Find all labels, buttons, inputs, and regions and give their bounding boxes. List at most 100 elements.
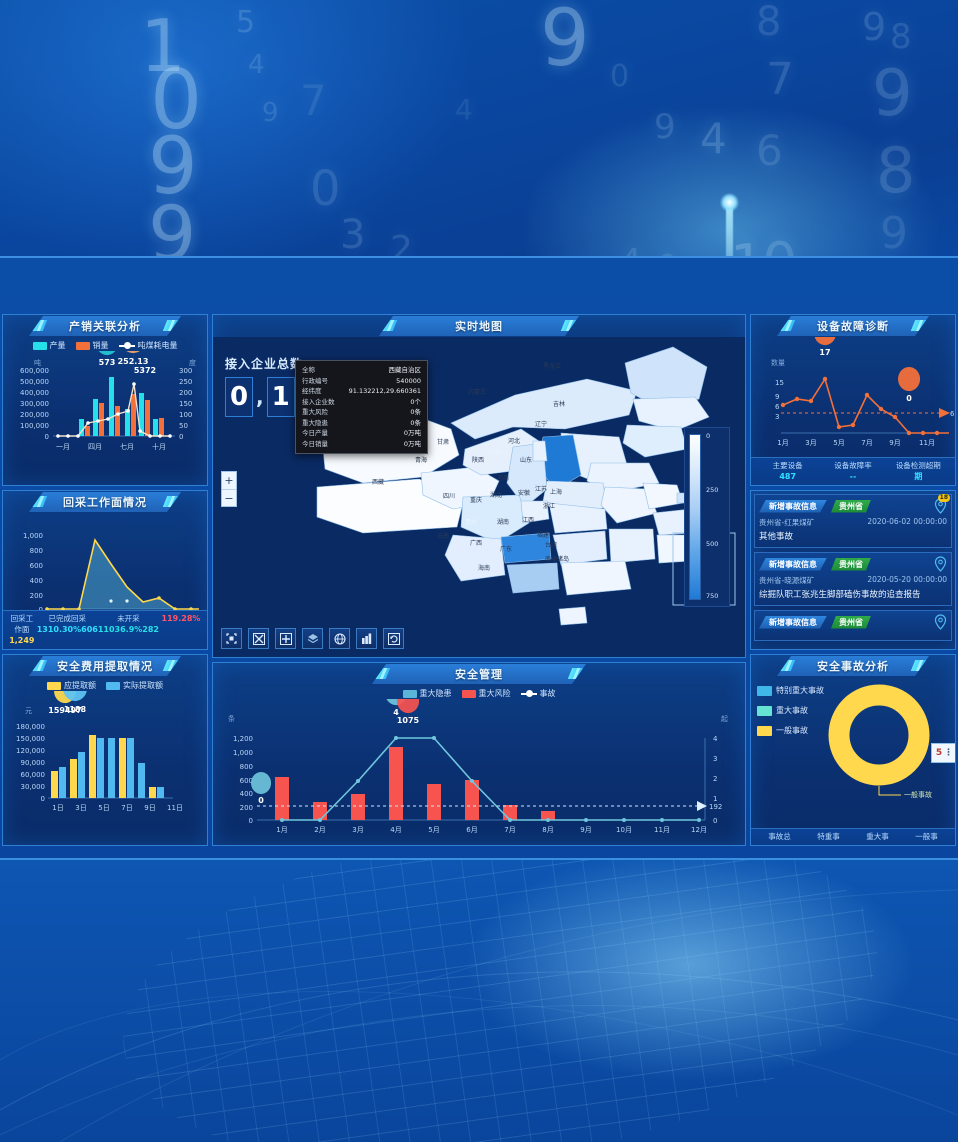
fullscreen-collapse-icon[interactable] [275, 628, 296, 649]
side-action-button[interactable]: 5 ⋮ [931, 743, 955, 763]
svg-text:400: 400 [30, 577, 43, 585]
panel-title: 安全管理 [455, 668, 503, 681]
map-toolbar[interactable] [221, 628, 404, 649]
stat-general-accidents: 一般事 [915, 832, 938, 841]
stat-major-accidents: 重大事 [866, 832, 889, 841]
map-colorbar: 0 250 500 750 [684, 427, 730, 607]
card-tag: 新增事故信息 [759, 558, 827, 571]
svg-text:一月: 一月 [56, 443, 70, 451]
colorbar-tick: 500 [706, 540, 719, 548]
donut-callout: 一般事故 [904, 790, 932, 799]
stat-completed: 已完成回采 1310.30%606 [36, 614, 98, 634]
panel-production-sales: 产销关联分析 产量 销量 吨煤耗电量 [2, 314, 208, 486]
legend-item-risk: 重大风险 [461, 688, 511, 699]
legend-item-hazard: 重大隐患 [402, 688, 452, 699]
svg-text:4: 4 [713, 735, 718, 743]
svg-text:12月: 12月 [691, 826, 707, 834]
svg-text:1月: 1月 [777, 439, 788, 447]
svg-text:6: 6 [775, 403, 780, 411]
svg-text:十月: 十月 [152, 442, 166, 451]
svg-text:60,000: 60,000 [21, 771, 46, 779]
svg-text:4: 4 [393, 708, 399, 717]
equipment-stats: 主要设备 487 设备故障率 -- 设备检测超期 期 [751, 457, 955, 485]
legend-item-general: 一般事故 [757, 725, 824, 736]
decor-slash-right-icon [568, 668, 583, 679]
chart-legend: 应提取额 实际提取额 [3, 680, 207, 691]
panel-accident-feed[interactable]: 新增事故信息 贵州省 18 [750, 490, 956, 650]
panel-title: 安全费用提取情况 [57, 660, 153, 673]
card-province-badge: 贵州省 [831, 500, 871, 513]
svg-text:300: 300 [179, 367, 192, 375]
panel-header: 回采工作面情况 [3, 491, 207, 513]
svg-text:1日: 1日 [52, 804, 63, 812]
zoom-out-button[interactable]: − [222, 489, 236, 506]
svg-text:3月: 3月 [352, 826, 363, 834]
reference-value: 6.0 [950, 410, 956, 418]
svg-text:5日: 5日 [98, 804, 109, 812]
balloon-zero: 0 [251, 772, 272, 814]
accident-card[interactable]: 新增事故信息 贵州省 [754, 610, 952, 641]
svg-text:3: 3 [775, 413, 779, 421]
svg-text:5月: 5月 [833, 439, 844, 447]
svg-text:5月: 5月 [428, 826, 439, 834]
svg-text:1,200: 1,200 [233, 735, 253, 743]
legend-item-actual: 实际提取额 [106, 680, 163, 691]
balloon-production: 573 [99, 351, 116, 375]
map-zoom-controls[interactable]: + − [221, 471, 237, 507]
legend-item-major: 重大事故 [757, 705, 824, 716]
svg-text:1188: 1188 [64, 705, 87, 714]
colorbar-tick: 250 [706, 486, 719, 494]
card-mine-name: 贵州省-晓源煤矿 [759, 576, 815, 585]
svg-text:七月: 七月 [120, 442, 134, 451]
decor-slash-right-icon [163, 496, 178, 507]
svg-text:7月: 7月 [861, 439, 872, 447]
legend-item-accident: 事故 [520, 688, 556, 699]
svg-text:0: 0 [249, 817, 253, 825]
chart-workface: 1,000 800 600 400 200 0 [23, 532, 205, 622]
svg-text:1075: 1075 [397, 716, 420, 725]
select-icon[interactable] [221, 628, 242, 649]
chart-legend: 重大隐患 重大风险 事故 [213, 688, 745, 699]
accident-card[interactable]: 新增事故信息 贵州省 贵州省-晓源煤矿 [754, 552, 952, 606]
more-options-icon[interactable]: ⋮ [944, 748, 955, 758]
panel-realtime-map: 实时地图 [212, 314, 746, 658]
svg-text:11月: 11月 [919, 439, 935, 447]
stat-overdue-inspection: 设备检测超期 期 [895, 461, 941, 481]
svg-text:15: 15 [775, 379, 784, 387]
panel-header: 产销关联分析 [3, 315, 207, 337]
chart-safety-cost: 元 180,000 150,000 120,000 90,000 60,000 … [16, 691, 183, 812]
fullscreen-expand-icon[interactable] [248, 628, 269, 649]
refresh-icon[interactable] [383, 628, 404, 649]
svg-text:200: 200 [240, 804, 253, 812]
kpi-digit: 1 [266, 377, 295, 417]
svg-text:3月: 3月 [805, 439, 816, 447]
zoom-in-button[interactable]: + [224, 474, 234, 487]
map-canvas[interactable]: 黑龙江 内蒙古 吉林 辽宁 新疆 甘肃 河北 山西 山东 陕西 青海 河南 [213, 337, 745, 657]
svg-text:3日: 3日 [75, 804, 86, 812]
balloon-max: 17 [814, 337, 836, 367]
panel-title: 产销关联分析 [69, 320, 141, 333]
chart-equipment-fault: 数量 15 9 6 3 [771, 337, 956, 447]
accident-card[interactable]: 新增事故信息 贵州省 18 [754, 494, 952, 548]
stat-rate: 119.28% [161, 614, 201, 623]
decor-slash-left-icon [32, 660, 47, 671]
svg-text:0: 0 [41, 795, 45, 803]
decor-slash-left-icon [375, 668, 390, 679]
svg-text:7月: 7月 [504, 826, 515, 834]
svg-text:573: 573 [99, 358, 116, 367]
globe-icon[interactable] [329, 628, 350, 649]
chart-safety-management: 条 起 1,200 1,000 800 600 400 200 0 4 3 2 … [228, 699, 728, 834]
svg-text:条: 条 [228, 714, 235, 723]
panel-header: 安全事故分析 [751, 655, 955, 677]
balloon-risk: 1075 [397, 699, 420, 735]
svg-text:吨: 吨 [34, 358, 41, 367]
svg-text:200: 200 [30, 592, 43, 600]
accident-stats: 事故总 特重事 重大事 一般事 [751, 828, 955, 845]
chart-bar-icon[interactable] [356, 628, 377, 649]
svg-text:7日: 7日 [121, 804, 132, 812]
card-description: 综掘队职工张兆生脚部磕伤事故的追查报告 [759, 590, 921, 600]
panel-accident-analysis: 安全事故分析 特别重大事故 重大事故 一般事故 [750, 654, 956, 846]
svg-text:90,000: 90,000 [21, 759, 46, 767]
layers-icon[interactable] [302, 628, 323, 649]
